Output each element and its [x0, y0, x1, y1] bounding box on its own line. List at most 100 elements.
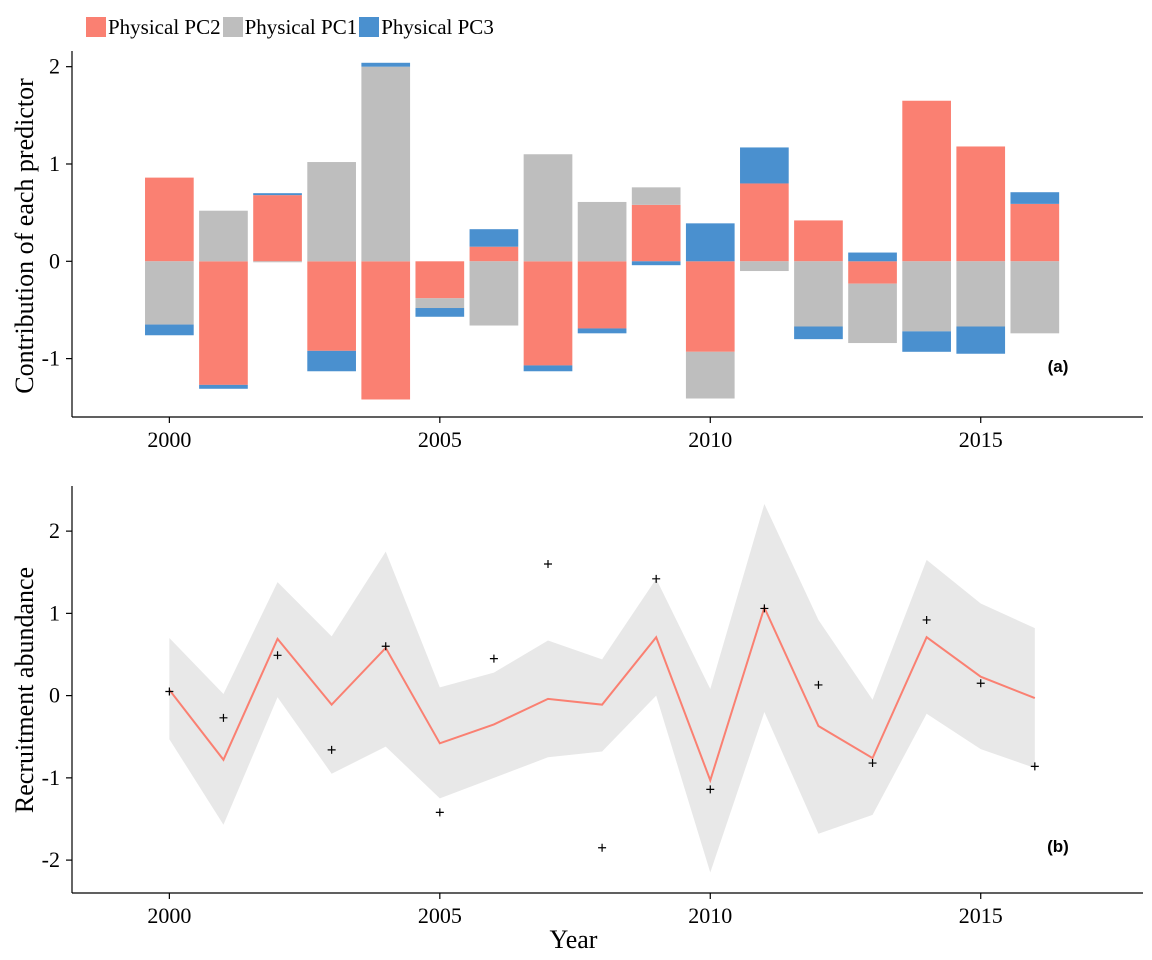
legend-swatch — [222, 17, 243, 37]
bar-physical-pc1 — [361, 66, 411, 262]
observed-point — [1030, 762, 1039, 771]
y-tick-label: 1 — [49, 600, 60, 625]
bar-physical-pc3 — [1010, 192, 1060, 204]
bar-physical-pc2 — [956, 146, 1006, 262]
observed-point — [381, 642, 390, 651]
x-tick-label: 2010 — [688, 903, 732, 928]
y-tick-label: 1 — [49, 151, 60, 176]
bar-physical-pc1 — [577, 201, 627, 262]
y-tick-label: 0 — [49, 248, 60, 273]
observed-point — [706, 785, 715, 794]
bar-physical-pc1 — [956, 261, 1006, 327]
legend-item: Physical PC3 — [359, 15, 494, 40]
bar-physical-pc1 — [794, 261, 843, 327]
bar-physical-pc2 — [145, 177, 194, 262]
y-tick-label: 2 — [49, 518, 60, 543]
bar-physical-pc1 — [848, 283, 897, 344]
bar-physical-pc3 — [469, 229, 519, 247]
bar-physical-pc2 — [307, 261, 356, 351]
bar-physical-pc2 — [794, 220, 843, 262]
bar-physical-pc3 — [956, 326, 1006, 354]
legend-label: Physical PC3 — [381, 14, 494, 39]
bar-physical-pc2 — [361, 261, 411, 400]
bar-physical-pc1 — [307, 162, 356, 262]
y-axis-label: Recruitment abundance — [10, 567, 39, 813]
legend-item: Physical PC1 — [222, 14, 358, 40]
fitted-line — [168, 604, 1036, 784]
x-tick-label: 2000 — [147, 427, 191, 452]
bar-physical-pc2 — [577, 261, 627, 329]
observed-point — [165, 687, 174, 696]
bar-physical-pc2 — [469, 246, 519, 262]
bar-physical-pc1 — [631, 187, 681, 205]
bar-physical-pc3 — [415, 308, 465, 317]
bar-physical-pc1 — [902, 261, 951, 332]
bar-physical-pc3 — [361, 62, 411, 67]
bar-physical-pc2 — [1010, 203, 1060, 262]
x-axis-label: Year — [550, 925, 598, 954]
legend: Physical PC2 Physical PC1 Physical PC3 — [86, 12, 496, 42]
bar-physical-pc3 — [902, 331, 951, 352]
bar-physical-pc1 — [469, 261, 519, 326]
observed-point — [652, 574, 661, 583]
x-tick-label: 2010 — [688, 427, 732, 452]
observed-point — [219, 713, 228, 722]
observed-point — [435, 808, 444, 817]
observed-point — [922, 615, 931, 624]
bar-physical-pc2 — [523, 261, 573, 366]
y-tick-label: 0 — [49, 683, 60, 708]
bar-physical-pc1 — [415, 298, 465, 309]
observed-point — [976, 679, 985, 688]
bar-physical-pc3 — [145, 324, 194, 336]
bar-physical-pc1 — [523, 154, 573, 262]
bar-physical-pc1 — [740, 261, 789, 272]
observed-point — [273, 651, 282, 660]
bar-physical-pc3 — [794, 326, 843, 340]
bar-physical-pc3 — [523, 365, 573, 372]
observed-point — [489, 654, 498, 663]
bar-physical-pc3 — [199, 384, 248, 389]
bar-physical-pc1 — [685, 351, 735, 399]
bar-physical-pc3 — [848, 252, 897, 262]
y-tick-label: -1 — [42, 765, 60, 790]
legend-label: Physical PC1 — [244, 14, 358, 39]
bar-physical-pc2 — [848, 261, 897, 284]
bar-physical-pc2 — [631, 204, 681, 262]
observed-point — [327, 745, 336, 754]
bar-physical-pc3 — [685, 223, 735, 262]
x-tick-label: 2015 — [959, 427, 1003, 452]
x-tick-label: 2000 — [147, 903, 191, 928]
x-tick-label: 2005 — [418, 903, 462, 928]
bar-physical-pc2 — [199, 261, 248, 385]
bar-physical-pc2 — [415, 261, 465, 299]
legend-label: Physical PC2 — [108, 14, 221, 39]
legend-swatch — [359, 17, 380, 37]
observed-point — [868, 759, 877, 768]
observed-point — [544, 560, 552, 569]
bar-physical-pc1 — [253, 261, 302, 263]
legend-item: Physical PC2 — [86, 15, 221, 40]
panel-label: (a) — [1048, 357, 1069, 376]
panel-label: (b) — [1047, 837, 1069, 856]
bar-physical-pc2 — [685, 261, 735, 352]
bar-physical-pc3 — [631, 261, 681, 266]
x-tick-label: 2015 — [959, 903, 1003, 928]
bar-physical-pc3 — [307, 350, 356, 372]
bar-physical-pc1 — [199, 210, 248, 262]
y-axis-label: Contribution of each predictor — [10, 78, 39, 394]
bar-physical-pc1 — [1010, 261, 1060, 334]
bar-physical-pc3 — [740, 147, 789, 184]
x-tick-label: 2005 — [418, 427, 462, 452]
observed-point — [598, 843, 607, 852]
bar-physical-pc1 — [145, 261, 194, 325]
y-tick-label: 2 — [49, 54, 60, 79]
bar-physical-pc2 — [253, 195, 302, 262]
bar-physical-pc2 — [902, 100, 951, 262]
legend-swatch — [86, 17, 106, 37]
y-tick-label: -2 — [42, 847, 60, 872]
bar-physical-pc3 — [253, 193, 302, 196]
confidence-ribbon — [169, 503, 1035, 873]
observed-point — [814, 680, 823, 689]
bar-physical-pc2 — [740, 183, 789, 262]
